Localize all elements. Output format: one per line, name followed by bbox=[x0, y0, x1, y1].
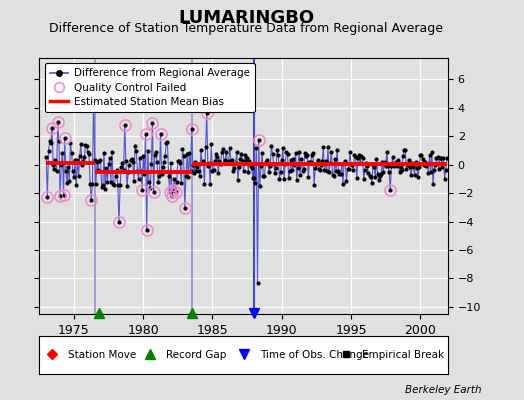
Text: Empirical Break: Empirical Break bbox=[362, 350, 444, 360]
Text: LUMARINGBO: LUMARINGBO bbox=[178, 9, 314, 27]
Text: Difference of Station Temperature Data from Regional Average: Difference of Station Temperature Data f… bbox=[49, 22, 443, 35]
Text: Berkeley Earth: Berkeley Earth bbox=[406, 385, 482, 395]
Text: Time of Obs. Change: Time of Obs. Change bbox=[260, 350, 369, 360]
Legend: Difference from Regional Average, Quality Control Failed, Estimated Station Mean: Difference from Regional Average, Qualit… bbox=[45, 63, 255, 112]
Text: Station Move: Station Move bbox=[68, 350, 136, 360]
Text: Record Gap: Record Gap bbox=[166, 350, 226, 360]
